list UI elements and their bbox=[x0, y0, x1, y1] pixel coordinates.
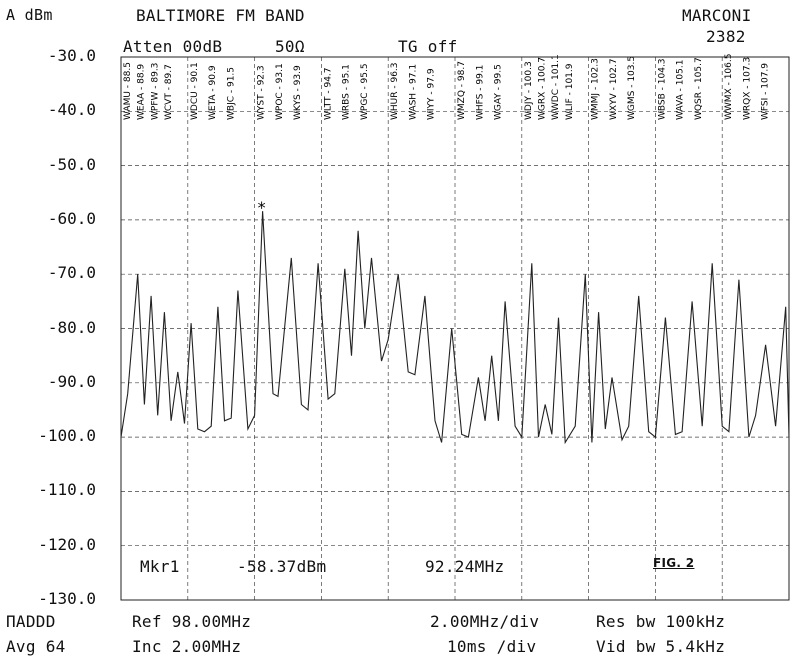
station-label: WPGC - 95.5 bbox=[360, 63, 370, 120]
station-label: WWDC - 101.1 bbox=[551, 54, 561, 120]
station-label: WCVT - 89.7 bbox=[164, 64, 174, 120]
chart-title: BALTIMORE FM BAND bbox=[136, 6, 305, 25]
marker-frequency: 92.24MHz bbox=[425, 557, 505, 576]
impedance-label: 50Ω bbox=[275, 37, 305, 56]
station-label: WIYY - 97.9 bbox=[427, 68, 437, 120]
station-label: WGAY - 99.5 bbox=[494, 64, 504, 120]
station-label: WRQX - 107.3 bbox=[743, 57, 753, 120]
marker-level: -58.37dBm bbox=[237, 557, 327, 576]
marker-label: Mkr1 bbox=[140, 557, 180, 576]
station-label: WBJC - 91.5 bbox=[226, 67, 236, 120]
plot-frame bbox=[120, 56, 790, 601]
inc-label: Inc 2.00MHz bbox=[132, 637, 242, 656]
y-tick-label: -60.0 bbox=[47, 208, 96, 228]
station-label: WKYS - 93.9 bbox=[293, 65, 303, 120]
vbw-label: Vid bw 5.4kHz bbox=[596, 637, 726, 656]
station-label: WETA - 90.9 bbox=[208, 65, 218, 120]
y-tick-label: -110.0 bbox=[38, 480, 96, 500]
station-label: WDCU - 90.1 bbox=[190, 62, 200, 120]
model-label: 2382 bbox=[706, 27, 746, 46]
avg-label: Avg 64 bbox=[6, 637, 66, 656]
station-label: WPOC - 93.1 bbox=[275, 63, 285, 120]
y-tick-label: -70.0 bbox=[47, 263, 96, 283]
figure-label: FIG. 2 bbox=[653, 556, 695, 570]
station-label: WQSR - 105.7 bbox=[694, 57, 704, 120]
y-axis-labels: -30.0 -40.0 -50.0 -60.0 -70.0 -80.0 -90.0 -100.… bbox=[0, 0, 100, 662]
rbw-label: Res bw 100kHz bbox=[596, 612, 726, 631]
y-tick-label: -100.0 bbox=[38, 426, 96, 446]
station-label: WWMX - 106.5 bbox=[724, 54, 734, 120]
station-label: WMMJ - 102.3 bbox=[591, 58, 601, 120]
tg-label: TG off bbox=[398, 37, 458, 56]
y-tick-label: -30.0 bbox=[47, 46, 96, 65]
station-label: WGMS - 103.5 bbox=[627, 56, 637, 120]
station-label: WBSB - 104.3 bbox=[657, 58, 667, 120]
y-tick-label: -90.0 bbox=[47, 371, 96, 391]
station-label: WRBS - 95.1 bbox=[342, 64, 352, 120]
y-tick-label: -120.0 bbox=[38, 534, 96, 554]
unit-label: A dBm bbox=[6, 6, 53, 24]
y-tick-label: -40.0 bbox=[47, 100, 96, 120]
marker-symbol: * bbox=[258, 198, 266, 217]
station-label: WPFW - 89.3 bbox=[150, 63, 160, 120]
span-label: 2.00MHz/div bbox=[430, 612, 540, 631]
station-label: WASH - 97.1 bbox=[409, 64, 419, 120]
spectrum-trace bbox=[120, 211, 790, 445]
y-tick-label: -80.0 bbox=[47, 317, 96, 337]
station-label: WLIF - 101.9 bbox=[565, 63, 575, 120]
atten-label: Atten 00dB bbox=[123, 37, 223, 56]
station-label: WFSI - 107.9 bbox=[761, 63, 771, 120]
ref-label: Ref 98.00MHz bbox=[132, 612, 252, 631]
station-label: WGRX - 100.7 bbox=[538, 57, 548, 120]
station-label: WEAA - 88.9 bbox=[137, 64, 147, 120]
station-label: WLTT - 94.7 bbox=[323, 67, 333, 120]
status-label: ΠADDD bbox=[6, 612, 56, 631]
brand-label: MARCONI bbox=[682, 6, 752, 25]
station-label: WYST - 92.3 bbox=[257, 65, 267, 120]
station-labels: WAMU - 88.5 WEAA - 88.9 WPFW - 89.3 WCVT - … bbox=[123, 54, 771, 120]
station-label: WDJY - 100.3 bbox=[524, 61, 534, 120]
y-tick-label: -50.0 bbox=[47, 154, 96, 174]
station-label: WMZQ - 98.7 bbox=[457, 61, 467, 120]
sweep-label: 10ms /div bbox=[447, 637, 537, 656]
grid bbox=[121, 57, 789, 600]
station-label: WHUR - 96.3 bbox=[390, 62, 400, 120]
station-label: WXYV - 102.7 bbox=[609, 59, 619, 120]
station-label: WAMU - 88.5 bbox=[123, 62, 133, 120]
station-label: WAVA - 105.1 bbox=[676, 60, 686, 120]
station-label: WHFS - 99.1 bbox=[475, 65, 485, 120]
y-tick-label: -130.0 bbox=[38, 589, 96, 608]
